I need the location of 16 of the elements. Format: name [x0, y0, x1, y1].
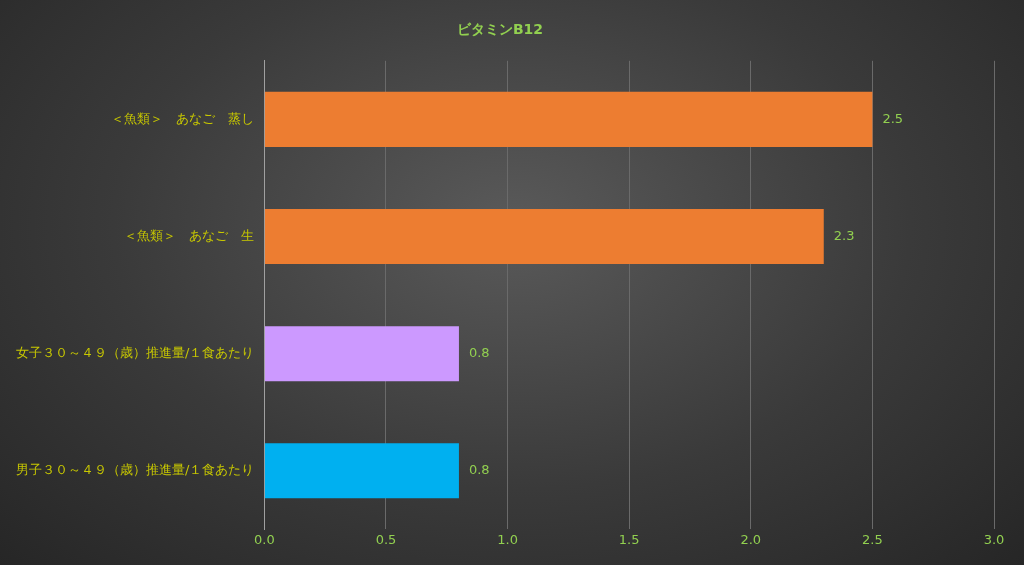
y-tick-label: ＜魚類＞ あなご 蒸し — [111, 110, 255, 126]
x-tick-label: 1.5 — [618, 531, 640, 547]
y-tick-label: ＜魚類＞ あなご 生 — [124, 227, 255, 243]
x-tick-label: 2.0 — [740, 531, 762, 547]
x-tick-label: 2.5 — [862, 531, 883, 547]
chart-title: ビタミンB12 — [456, 21, 544, 38]
data-label: 2.5 — [882, 110, 904, 126]
data-label: 0.8 — [468, 345, 490, 361]
x-tick-label: 0.5 — [375, 531, 397, 547]
y-tick-label: 男子３０～４９（歳）推進量/１食あたり — [15, 462, 255, 478]
x-tick-label: 3.0 — [983, 531, 1005, 547]
y-tick-label: 女子３０～４９（歳）推進量/１食あたり — [15, 345, 255, 361]
data-label: 2.3 — [833, 227, 855, 243]
x-tick-label: 0.0 — [254, 531, 275, 547]
data-label: 0.8 — [468, 462, 490, 478]
x-tick-label: 1.0 — [497, 531, 518, 547]
